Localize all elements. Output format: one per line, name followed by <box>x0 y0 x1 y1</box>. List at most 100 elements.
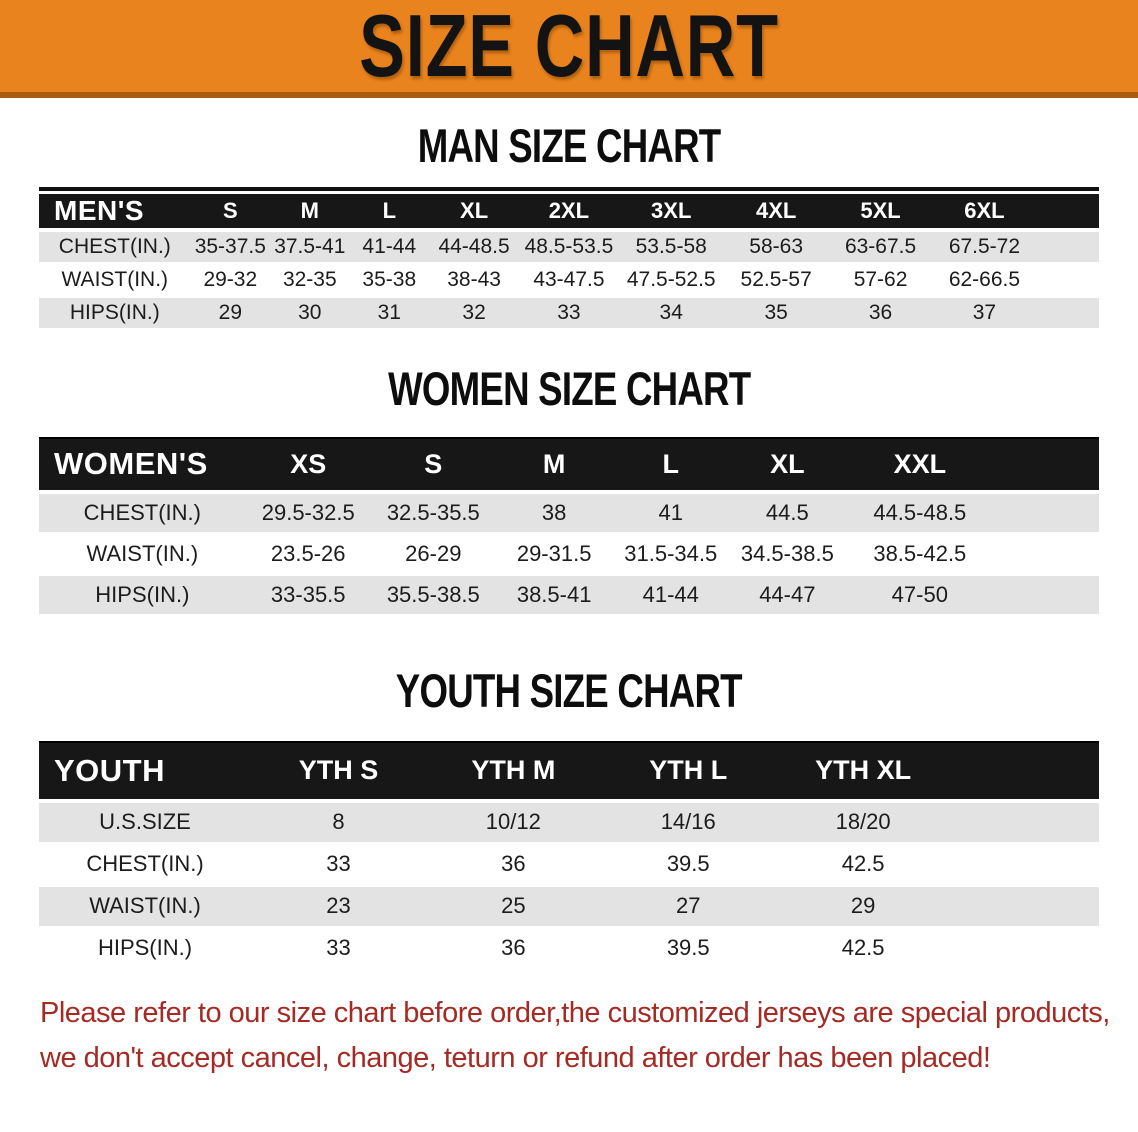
size-column-header: YTH S <box>251 740 426 803</box>
size-value-cell: 38-43 <box>429 264 520 298</box>
size-value-cell: 8 <box>251 802 426 845</box>
size-value-cell: 53.5-58 <box>618 231 724 265</box>
size-value-cell: 29-31.5 <box>495 534 613 576</box>
youth-size-table: YOUTH YTH S YTH M YTH L YTH XL U.S.SIZE 8 10/12… <box>39 740 1099 971</box>
size-value-cell: 23.5-26 <box>245 534 371 576</box>
size-value-cell: 35.5-38.5 <box>370 575 496 617</box>
table-header-row: MEN'S S M L XL 2XL 3XL 4XL 5XL 6XL <box>39 193 1099 232</box>
measurement-row: CHEST(IN.) 33 36 39.5 42.5 <box>39 844 1099 887</box>
measurement-row: HIPS(IN.) 33 36 39.5 42.5 <box>39 928 1099 971</box>
size-value-cell: 36 <box>425 928 601 971</box>
size-value-cell: 67.5-72 <box>932 231 1037 265</box>
size-column-header: 3XL <box>618 193 724 232</box>
size-value-cell: 41-44 <box>349 231 430 265</box>
size-column-header: YTH M <box>425 740 601 803</box>
size-value-cell: 38.5-41 <box>495 575 613 617</box>
size-value-cell: 44.5-48.5 <box>845 493 995 535</box>
section-women: WOMEN SIZE CHART WOMEN'S XS S M L XL XXL CHEST(… <box>0 361 1138 617</box>
size-value-cell: 32-35 <box>270 264 350 298</box>
size-column-header: M <box>495 436 613 494</box>
measurement-row: HIPS(IN.) 29 30 31 32 33 34 35 36 37 <box>39 297 1099 331</box>
disclaimer-line-2: we don't accept cancel, change, teturn o… <box>40 1041 991 1074</box>
size-value-cell: 48.5-53.5 <box>519 231 619 265</box>
men-table-wrap: MEN'S S M L XL 2XL 3XL 4XL 5XL 6XL CHEST(IN.) 35-37… <box>39 186 1099 331</box>
table-header-row: WOMEN'S XS S M L XL XXL <box>39 436 1099 494</box>
row-filler <box>994 575 1099 617</box>
size-value-cell: 39.5 <box>600 844 776 887</box>
women-section-heading: WOMEN SIZE CHART <box>387 361 751 415</box>
row-filler <box>994 493 1099 535</box>
size-column-header: 4XL <box>723 193 829 232</box>
row-label: U.S.SIZE <box>39 802 251 845</box>
men-table-top-rule <box>39 186 1099 191</box>
size-value-cell: 29.5-32.5 <box>245 493 371 535</box>
row-filler <box>950 802 1099 845</box>
size-value-cell: 35-37.5 <box>190 231 271 265</box>
size-value-cell: 29 <box>190 297 271 331</box>
size-value-cell: 38 <box>495 493 613 535</box>
size-value-cell: 25 <box>425 886 601 929</box>
measurement-row: WAIST(IN.) 23 25 27 29 <box>39 886 1099 929</box>
banner-title: SIZE CHART <box>359 0 779 95</box>
size-value-cell: 52.5-57 <box>723 264 829 298</box>
group-label: MEN'S <box>39 193 191 232</box>
row-label: HIPS(IN.) <box>39 575 246 617</box>
size-column-header: XL <box>429 193 520 232</box>
size-value-cell: 35 <box>723 297 829 331</box>
disclaimer: Please refer to our size chart before or… <box>0 991 1138 1081</box>
section-men: MAN SIZE CHART MEN'S S M L XL 2XL 3XL 4XL 5XL 6XL… <box>0 121 1138 331</box>
youth-section-heading: YOUTH SIZE CHART <box>396 663 743 717</box>
size-value-cell: 43-47.5 <box>519 264 619 298</box>
size-value-cell: 32.5-35.5 <box>370 493 496 535</box>
size-value-cell: 31.5-34.5 <box>612 534 730 576</box>
size-value-cell: 14/16 <box>600 802 776 845</box>
size-value-cell: 10/12 <box>425 802 601 845</box>
size-column-header: 5XL <box>828 193 933 232</box>
measurement-row: CHEST(IN.) 35-37.5 37.5-41 41-44 44-48.5 48.5… <box>39 231 1099 265</box>
section-youth: YOUTH SIZE CHART YOUTH YTH S YTH M YTH L YTH… <box>0 663 1138 971</box>
size-column-header: XS <box>245 436 371 494</box>
women-table-wrap: WOMEN'S XS S M L XL XXL CHEST(IN.) 29.5-32.5 32.5… <box>39 436 1099 617</box>
row-filler <box>1036 297 1099 331</box>
women-size-table: WOMEN'S XS S M L XL XXL CHEST(IN.) 29.5-32.5 32.5… <box>39 436 1099 617</box>
row-filler <box>950 928 1099 971</box>
row-label: WAIST(IN.) <box>39 534 246 576</box>
size-value-cell: 36 <box>828 297 933 331</box>
header-filler <box>1036 193 1099 232</box>
row-label: HIPS(IN.) <box>39 297 191 331</box>
size-column-header: M <box>270 193 350 232</box>
row-label: CHEST(IN.) <box>39 231 191 265</box>
size-value-cell: 29-32 <box>190 264 271 298</box>
size-value-cell: 44.5 <box>729 493 846 535</box>
size-value-cell: 41-44 <box>612 575 730 617</box>
size-value-cell: 37 <box>932 297 1037 331</box>
measurement-row: WAIST(IN.) 29-32 32-35 35-38 38-43 43-47.5 47.… <box>39 264 1099 298</box>
size-value-cell: 62-66.5 <box>932 264 1037 298</box>
size-value-cell: 37.5-41 <box>270 231 350 265</box>
row-filler <box>950 886 1099 929</box>
size-value-cell: 18/20 <box>775 802 951 845</box>
size-value-cell: 42.5 <box>775 928 951 971</box>
size-value-cell: 42.5 <box>775 844 951 887</box>
row-label: CHEST(IN.) <box>39 844 251 887</box>
size-value-cell: 23 <box>251 886 426 929</box>
size-value-cell: 34.5-38.5 <box>729 534 846 576</box>
size-value-cell: 47-50 <box>845 575 995 617</box>
size-value-cell: 41 <box>612 493 730 535</box>
size-value-cell: 33 <box>519 297 619 331</box>
size-value-cell: 57-62 <box>828 264 933 298</box>
size-column-header: 2XL <box>519 193 619 232</box>
size-value-cell: 58-63 <box>723 231 829 265</box>
men-size-table: MEN'S S M L XL 2XL 3XL 4XL 5XL 6XL CHEST(IN.) 35-37… <box>39 193 1099 331</box>
size-column-header: XXL <box>845 436 995 494</box>
size-value-cell: 44-47 <box>729 575 846 617</box>
size-value-cell: 36 <box>425 844 601 887</box>
size-value-cell: 33 <box>251 928 426 971</box>
size-value-cell: 34 <box>618 297 724 331</box>
size-column-header: YTH XL <box>775 740 951 803</box>
size-value-cell: 33 <box>251 844 426 887</box>
row-filler <box>1036 231 1099 265</box>
row-label: WAIST(IN.) <box>39 886 251 929</box>
size-value-cell: 63-67.5 <box>828 231 933 265</box>
size-column-header: XL <box>729 436 846 494</box>
